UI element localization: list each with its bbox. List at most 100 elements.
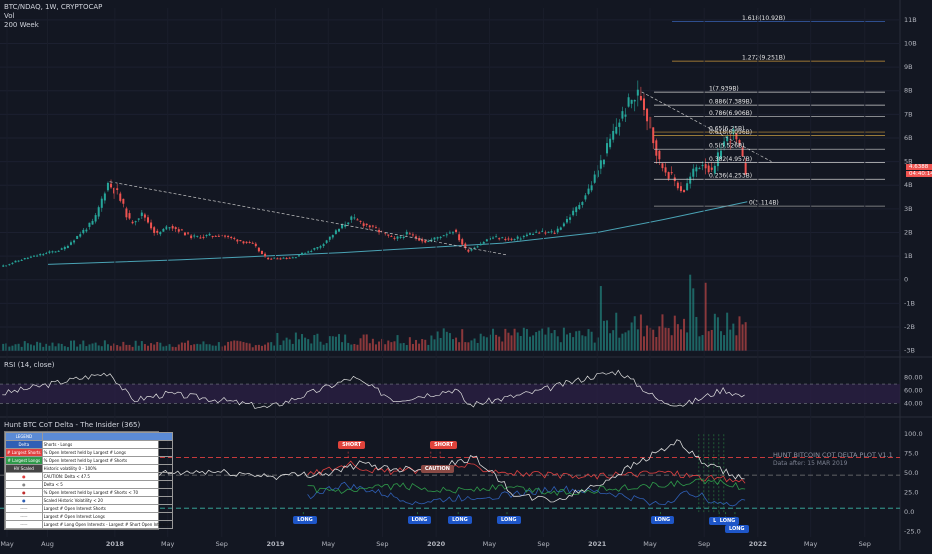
candle-body (492, 237, 495, 239)
volume-bar (492, 328, 495, 351)
candle-body (131, 221, 134, 224)
volume-bar (368, 343, 371, 351)
volume-bar (528, 336, 531, 351)
volume-bar (698, 336, 701, 351)
candle-body (569, 217, 572, 220)
candle-body (150, 222, 153, 229)
candle-body (630, 99, 633, 104)
candle-body (307, 251, 310, 253)
candle-body (476, 246, 479, 248)
fib-level-label: 0.65(6.25B) (709, 126, 745, 133)
candle-body (698, 168, 701, 170)
candle-body (199, 237, 202, 239)
volume-bar (559, 342, 562, 351)
candle-body (113, 188, 116, 194)
volume-bar (359, 338, 362, 351)
candle-body (196, 235, 199, 237)
candle-body (183, 232, 186, 236)
volume-bar (713, 313, 716, 351)
candle-body (525, 234, 528, 236)
volume-bar (177, 344, 180, 351)
candle-body (565, 218, 568, 223)
legend-description: Largest # Open Interest Longs (41, 512, 174, 521)
candle-body (642, 98, 645, 110)
candle-body (304, 253, 307, 255)
volume-bar (467, 342, 470, 351)
candle-body (20, 259, 23, 261)
candle-body (344, 224, 347, 227)
volume-bar (214, 345, 217, 351)
legend-key: ----- (5, 520, 43, 529)
volume-bar (741, 324, 744, 351)
candle-body (735, 133, 738, 140)
signal-long: LONG (496, 515, 521, 524)
candle-body (97, 207, 100, 217)
candle-body (384, 232, 387, 234)
candle-body (378, 229, 381, 233)
candle-body (328, 236, 331, 240)
candle-body (162, 228, 165, 232)
candle-body (224, 235, 227, 237)
signal-long: LONG (407, 515, 432, 524)
volume-bar (451, 339, 454, 351)
candle-body (165, 226, 168, 230)
candle-body (461, 239, 464, 245)
volume-bar (519, 336, 522, 351)
candle-body (667, 172, 670, 179)
fib-level-label: 0.618(6.096B) (709, 129, 752, 136)
legend-key: ● (5, 488, 43, 497)
volume-bar (137, 345, 140, 351)
price-tick-label: 6B (904, 134, 913, 142)
candle-body (29, 256, 32, 258)
candle-body (445, 234, 448, 236)
volume-bar (202, 341, 205, 351)
candle-body (541, 230, 544, 232)
volume-bar (301, 334, 304, 351)
volume-bar (353, 344, 356, 351)
cot-watermark-subtitle: Data after: 15 MAR 2019 (773, 460, 848, 467)
volume-bar (304, 337, 307, 351)
volume-bar (14, 344, 17, 351)
cot-tick-label: 0.0 (904, 508, 914, 516)
candle-body (337, 228, 340, 232)
candle-body (544, 232, 547, 234)
volume-bar (29, 344, 32, 351)
volume-bar (602, 320, 605, 351)
volume-bar (673, 315, 676, 351)
candle-body (134, 221, 137, 223)
volume-bar (633, 316, 636, 351)
volume-bar (562, 327, 565, 351)
cot-tick-label: 100.0 (904, 430, 923, 438)
candle-body (267, 257, 270, 260)
volume-bar (122, 341, 125, 351)
volume-bar (461, 329, 464, 351)
candle-body (710, 167, 713, 170)
candle-body (57, 250, 60, 252)
volume-bar (593, 342, 596, 351)
candle-body (556, 228, 559, 233)
candle-body (156, 230, 159, 233)
volume-bar (615, 312, 618, 351)
candle-body (5, 265, 8, 267)
volume-bar (581, 335, 584, 351)
volume-bar (732, 323, 735, 351)
volume-bar (174, 347, 177, 351)
volume-bar (23, 341, 26, 351)
candle-body (427, 241, 430, 243)
time-tick-label: 2022 (749, 540, 767, 548)
volume-bar (735, 335, 738, 351)
price-tick-label: -2B (904, 323, 915, 331)
legend-description: Delta < 5 (41, 480, 174, 489)
price-tick-label: 0 (904, 276, 908, 284)
volume-bar (396, 335, 399, 351)
price-tick-label: 7B (904, 110, 913, 118)
candle-body (42, 254, 45, 256)
volume-bar (288, 339, 291, 351)
volume-bar (39, 342, 42, 351)
volume-bar (550, 333, 553, 351)
volume-bar (658, 326, 661, 351)
candle-body (48, 251, 51, 253)
volume-bar (627, 330, 630, 351)
volume-bar (689, 274, 692, 351)
